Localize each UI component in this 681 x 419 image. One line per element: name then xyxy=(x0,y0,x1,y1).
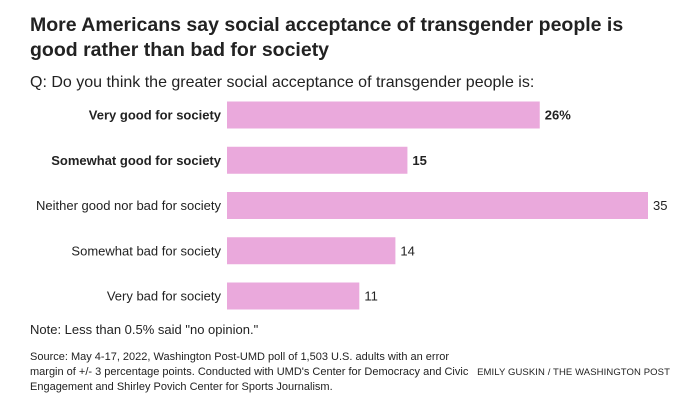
bar-4 xyxy=(227,282,360,310)
value-label-3: 14 xyxy=(400,243,414,258)
category-label-2: Neither good nor bad for society xyxy=(36,198,221,213)
value-label-0: 26% xyxy=(545,108,571,123)
chart-title: More Americans say social acceptance of … xyxy=(30,14,624,61)
chart-note: Note: Less than 0.5% said "no opinion." xyxy=(30,322,259,337)
bar-3 xyxy=(227,237,396,265)
survey-question: Q: Do you think the greater social accep… xyxy=(30,74,535,91)
bar-0 xyxy=(227,101,540,129)
value-label-1: 15 xyxy=(412,153,426,168)
bar-2 xyxy=(227,192,648,219)
value-label-4: 11 xyxy=(364,289,378,304)
category-label-1: Somewhat good for society xyxy=(51,153,222,168)
category-label-3: Somewhat bad for society xyxy=(71,243,221,258)
bar-1 xyxy=(227,146,408,174)
category-label-4: Very bad for society xyxy=(107,289,222,304)
value-label-2: 35 xyxy=(653,198,667,213)
category-label-0: Very good for society xyxy=(89,108,222,123)
source-text: Source: May 4-17, 2022, Washington Post-… xyxy=(30,351,469,393)
credit-text: EMILY GUSKIN / THE WASHINGTON POST xyxy=(477,367,670,378)
